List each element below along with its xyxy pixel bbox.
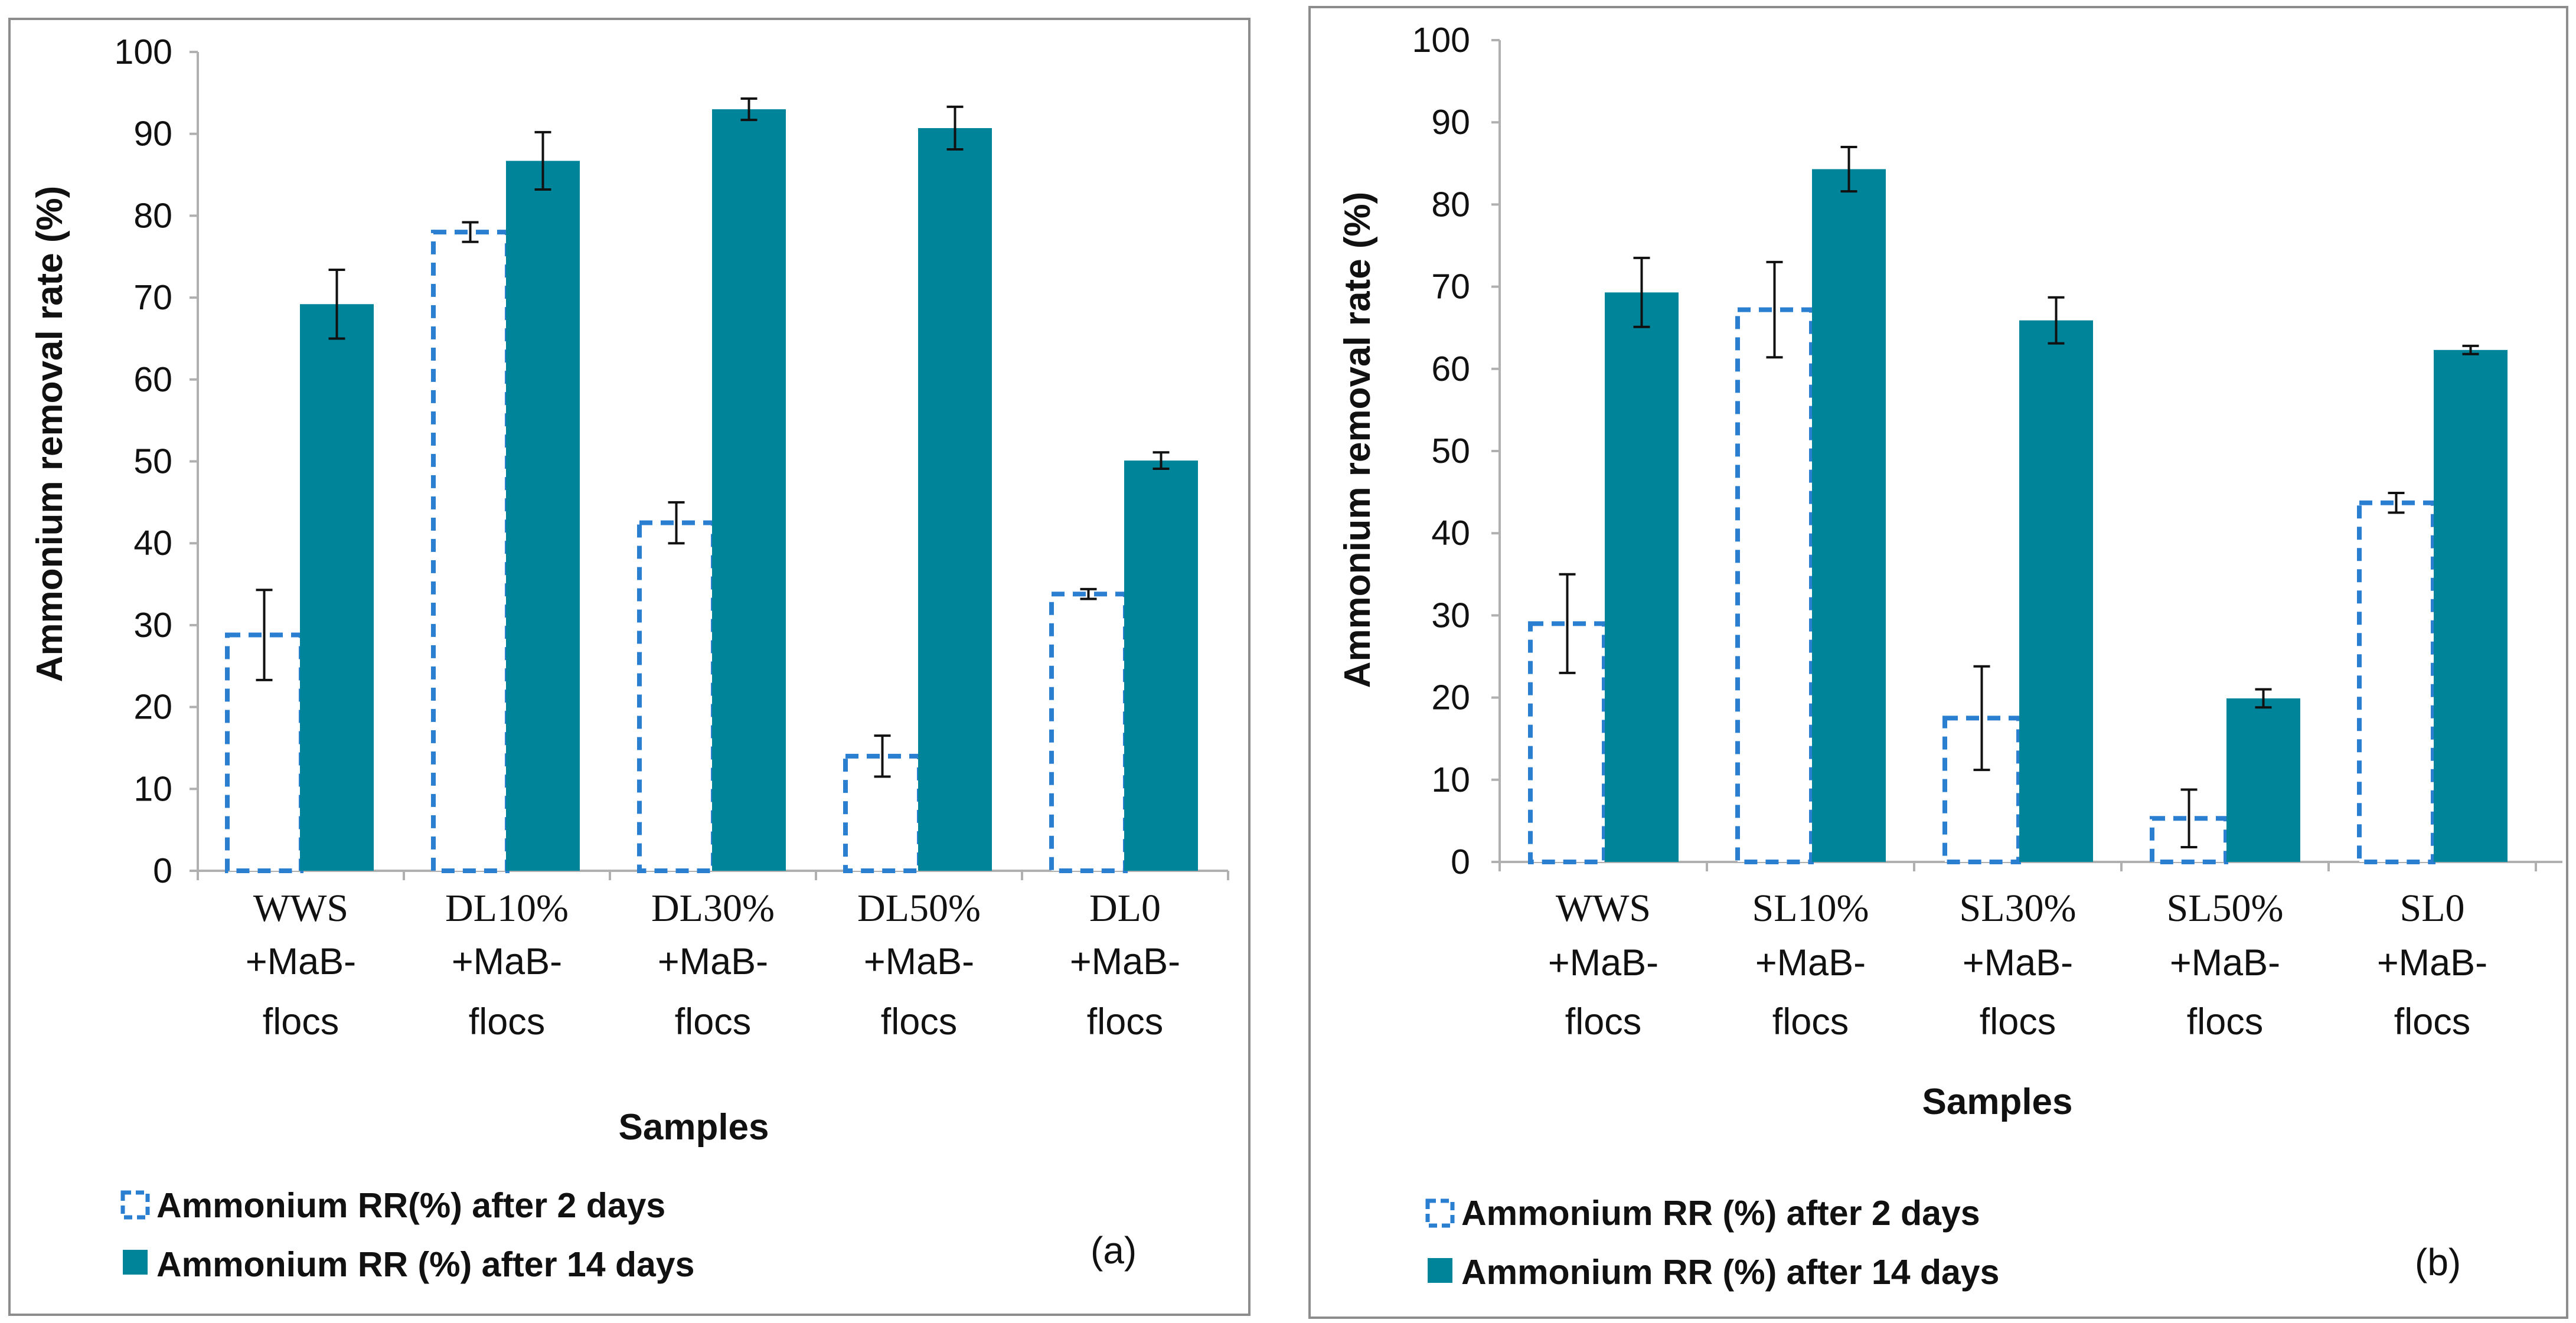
bar-14-days (2434, 349, 2508, 862)
y-tick-label: 30 (1431, 596, 1470, 635)
bar-14-days (2019, 320, 2093, 862)
panel-b-y-axis-title: Ammonium removal rate (%) (1337, 192, 1378, 688)
bar-2-days (2357, 500, 2435, 864)
bar-14-days (1605, 292, 1679, 862)
bar-14-days (300, 304, 374, 871)
panel-b-x-axis-title: Samples (1922, 1082, 2072, 1122)
category-label: DL0 (1089, 887, 1161, 930)
panel-a-frame (8, 18, 1251, 1316)
category-label-line-3: flocs (1980, 1001, 2056, 1043)
panel-b-legend: Ammonium RR (%) after 2 days Ammonium RR… (1425, 1194, 1999, 1292)
y-tick-label: 10 (1431, 760, 1470, 799)
category-label: WWS (1556, 887, 1651, 930)
category-label-line-3: flocs (263, 1001, 339, 1043)
category-label-line-3: flocs (1087, 1001, 1164, 1043)
panel-b: 0 10 20 30 40 50 60 70 80 90 100 WWS +MaB-flocs SL10… (1308, 6, 2568, 1319)
panel-a: 0 10 20 30 40 50 60 70 80 90 100 WWS +MaB-flocs DL10… (8, 18, 1251, 1316)
category-label-line-2: +MaB- (1755, 942, 1866, 984)
y-tick-label: 50 (1431, 432, 1470, 471)
legend-item-2-days: Ammonium RR(%) after 2 days (156, 1186, 665, 1225)
legend-solid-swatch (1428, 1258, 1452, 1283)
category-label-line-2: +MaB- (1070, 941, 1180, 982)
category-label-line-2: +MaB- (864, 941, 974, 982)
bar-14-days (918, 128, 992, 871)
category-label-line-2: +MaB- (2377, 942, 2487, 984)
category-label-line-2: +MaB- (1548, 942, 1658, 984)
category-label-line-2: +MaB- (2170, 942, 2280, 984)
category-label: SL30% (1960, 887, 2077, 930)
y-tick-label: 0 (1451, 842, 1470, 881)
category-label: WWS (253, 887, 348, 930)
bar-2-days (431, 230, 510, 873)
legend-item-14-days: Ammonium RR (%) after 14 days (1461, 1253, 1999, 1292)
category-label-line-3: flocs (2394, 1001, 2471, 1043)
y-tick-label: 50 (133, 442, 172, 481)
bar-2-days (1735, 307, 1814, 864)
bar-14-days (506, 161, 580, 871)
bar-2-days (1049, 592, 1128, 873)
y-tick-label: 20 (133, 688, 172, 727)
y-tick-label: 70 (1431, 267, 1470, 306)
y-tick-label: 90 (133, 115, 172, 153)
category-label-line-2: +MaB- (246, 941, 356, 982)
y-tick-label: 80 (133, 196, 172, 235)
panel-a-y-axis-title: Ammonium removal rate (%) (30, 186, 70, 682)
panel-a-legend: Ammonium RR(%) after 2 days Ammonium RR … (120, 1186, 694, 1284)
category-label: DL30% (651, 887, 775, 930)
panel-b-frame (1308, 6, 2568, 1319)
legend-item-2-days: Ammonium RR (%) after 2 days (1461, 1194, 1980, 1233)
category-label: SL10% (1752, 887, 1869, 930)
bar-14-days (1812, 169, 1886, 863)
category-label: SL50% (2167, 887, 2284, 930)
category-label-line-2: +MaB- (452, 941, 562, 982)
y-tick-label: 0 (153, 851, 172, 890)
category-label-line-3: flocs (2187, 1001, 2264, 1043)
legend-dashed-swatch (1425, 1198, 1455, 1228)
y-tick-label: 80 (1431, 185, 1470, 224)
category-label-line-3: flocs (881, 1001, 958, 1043)
category-label-line-3: flocs (675, 1001, 752, 1043)
panel-b-label: (b) (2415, 1241, 2461, 1283)
y-tick-label: 20 (1431, 678, 1470, 717)
bar-14-days (2226, 698, 2300, 862)
y-tick-label: 70 (133, 278, 172, 317)
category-label: SL0 (2399, 887, 2464, 930)
category-label-line-3: flocs (1565, 1001, 1642, 1043)
category-label: DL50% (857, 887, 981, 930)
panel-a-x-axis-title: Samples (618, 1107, 769, 1148)
category-label-line-2: +MaB- (1963, 942, 2073, 984)
category-label: DL10% (445, 887, 569, 930)
panel-a-label: (a) (1091, 1229, 1137, 1272)
bar-2-days (637, 520, 716, 873)
y-tick-label: 30 (133, 606, 172, 645)
y-tick-label: 40 (133, 524, 172, 563)
legend-item-14-days: Ammonium RR (%) after 14 days (156, 1245, 694, 1284)
y-tick-label: 60 (133, 360, 172, 399)
category-label-line-2: +MaB- (658, 941, 768, 982)
legend-solid-swatch (123, 1250, 148, 1275)
y-tick-label: 90 (1431, 103, 1470, 142)
y-tick-label: 60 (1431, 349, 1470, 388)
bar-14-days (712, 109, 786, 871)
y-tick-label: 40 (1431, 514, 1470, 553)
y-tick-label: 100 (115, 32, 172, 71)
bar-14-days (1124, 460, 1198, 871)
y-tick-label: 10 (133, 769, 172, 808)
category-label-line-3: flocs (1772, 1001, 1849, 1043)
y-tick-label: 100 (1412, 21, 1470, 60)
legend-dashed-swatch (120, 1190, 150, 1220)
category-label-line-3: flocs (469, 1001, 546, 1043)
